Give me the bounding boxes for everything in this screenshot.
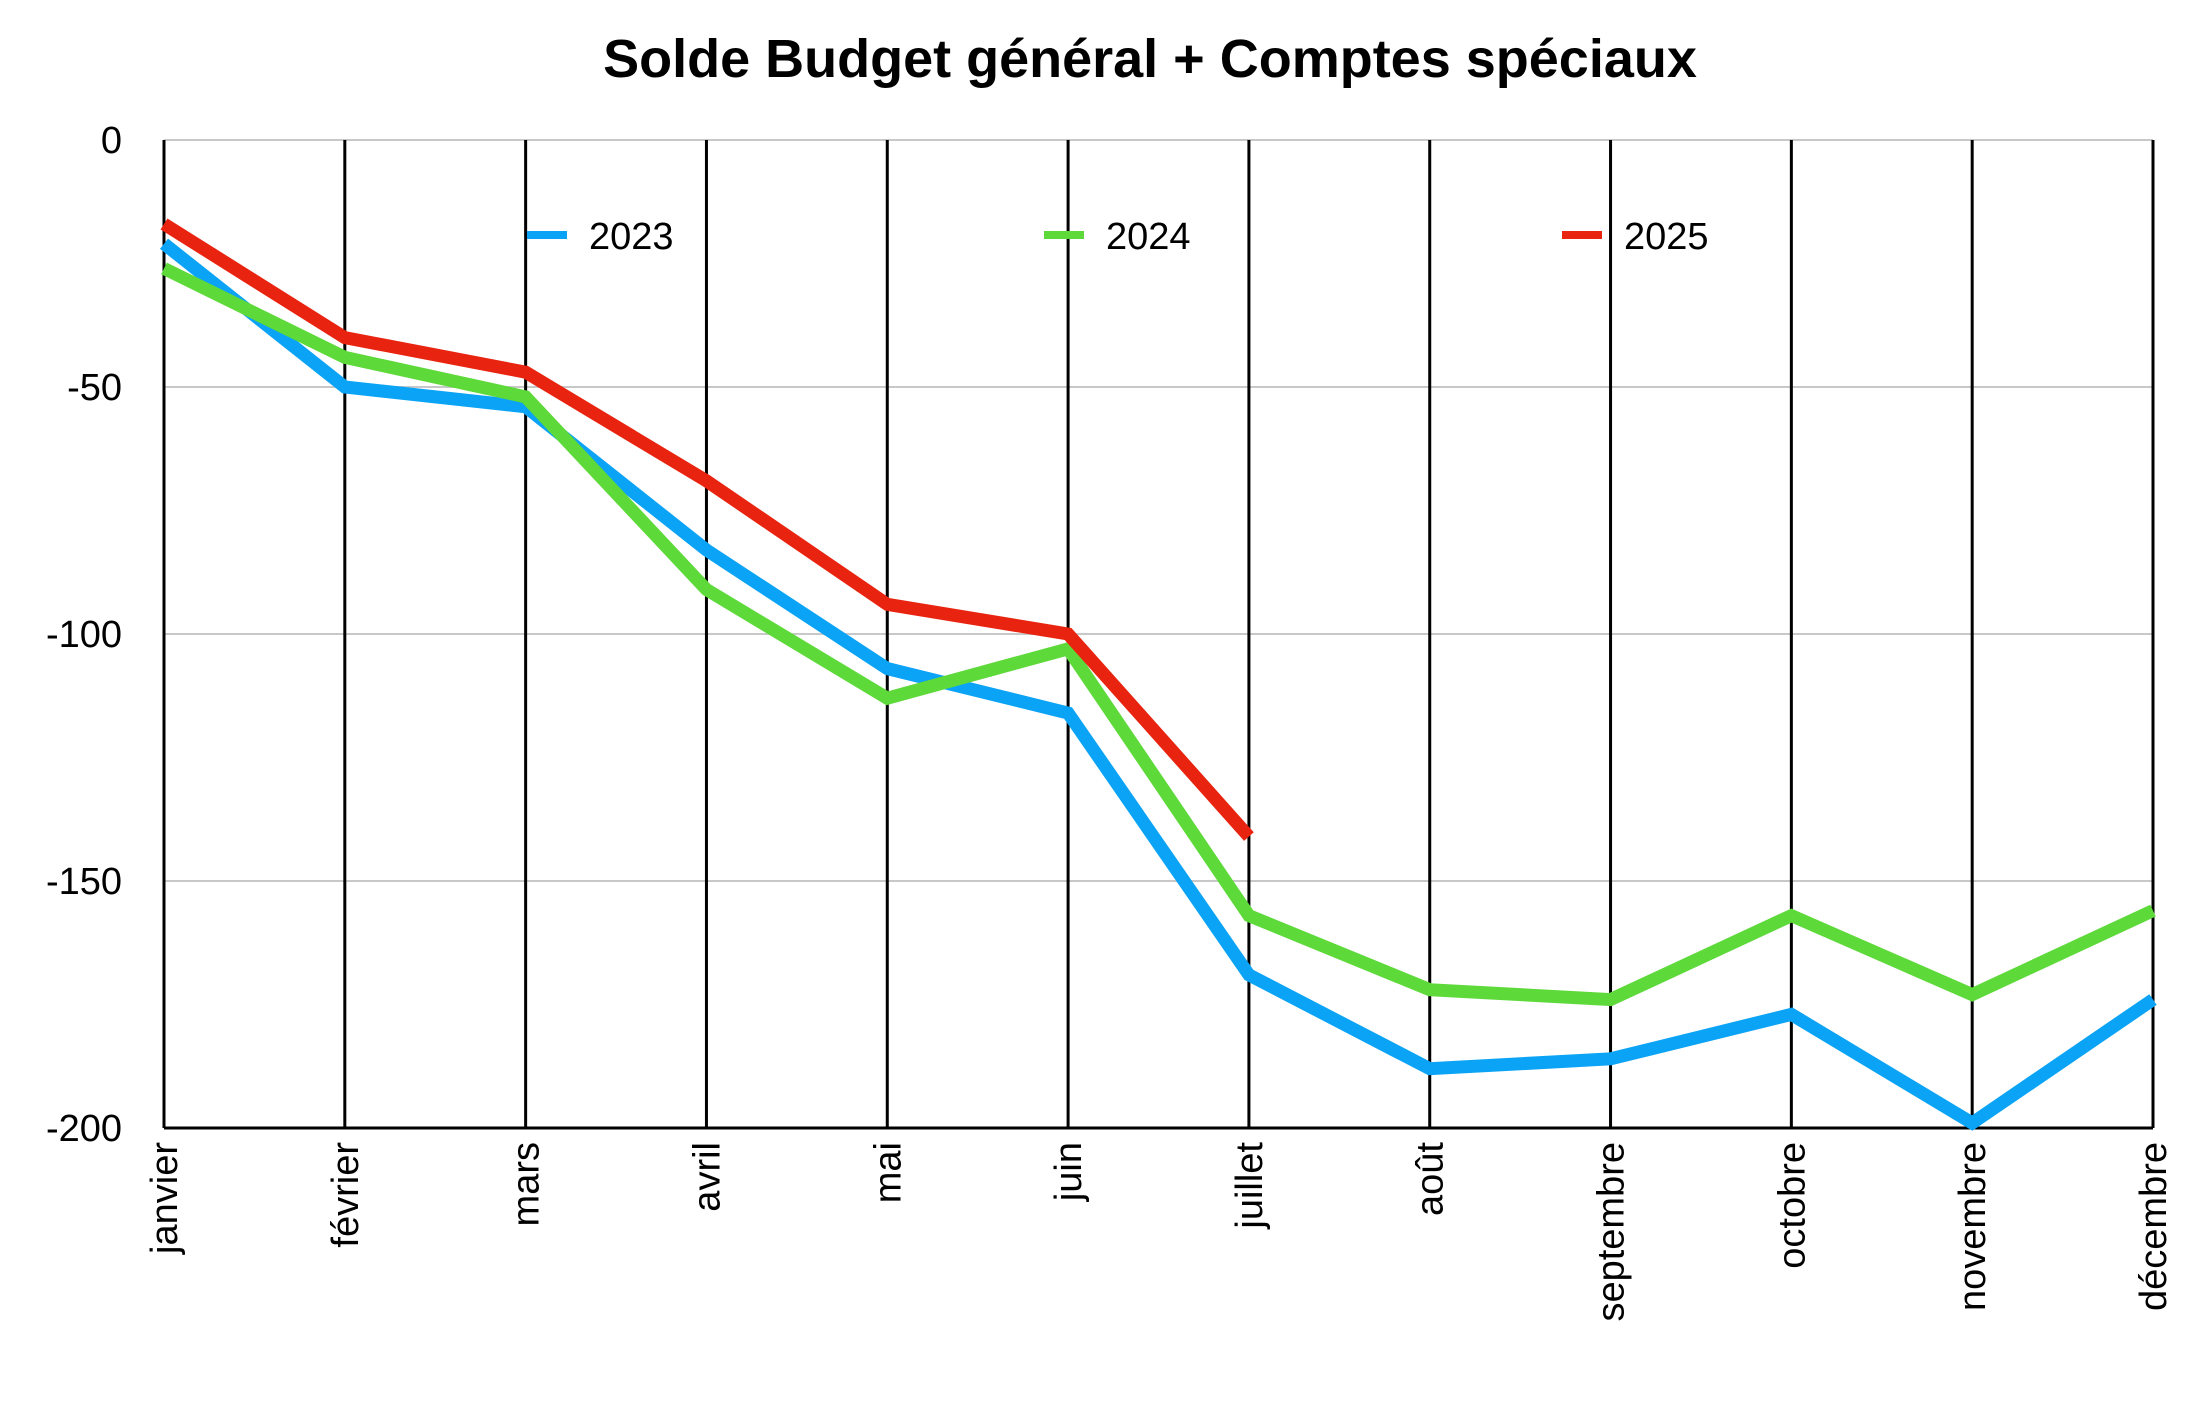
x-tick-label: décembre (2133, 1142, 2175, 1311)
series-line-2023 (159, 238, 2157, 1131)
y-tick-label: 0 (101, 120, 122, 162)
x-tick-label: juillet (1229, 1142, 1271, 1230)
y-tick-label: -50 (67, 367, 122, 409)
tick-labels: 0 -50 -100 -150 -200 janvier février mars avril m… (46, 120, 2175, 1322)
legend-item-2025: 2025 (1562, 216, 1709, 258)
x-tick-label: avril (686, 1142, 728, 1212)
legend-item-2024: 2024 (1044, 216, 1191, 258)
x-tick-label: août (1410, 1142, 1452, 1216)
legend-label: 2023 (589, 216, 674, 258)
x-tick-label: janvier (144, 1142, 186, 1255)
y-tick-label: -200 (46, 1108, 122, 1150)
grid-lines (162, 139, 2155, 1129)
x-tick-label: juin (1048, 1142, 1090, 1202)
x-tick-label: février (325, 1142, 367, 1248)
series-line-2024 (161, 262, 2156, 1007)
series-lines (159, 218, 2157, 1131)
chart-title: Solde Budget général + Comptes spéciaux (603, 29, 1697, 89)
legend-label: 2025 (1624, 216, 1709, 258)
legend: 2023 2024 2025 (527, 216, 1709, 258)
y-tick-label: -150 (46, 861, 122, 903)
x-tick-label: octobre (1771, 1142, 1813, 1269)
legend-label: 2024 (1106, 216, 1191, 258)
x-tick-label: mai (867, 1142, 909, 1203)
x-tick-label: mars (506, 1142, 548, 1226)
series-line-2025 (160, 218, 1254, 841)
y-tick-label: -100 (46, 614, 122, 656)
legend-item-2023: 2023 (527, 216, 674, 258)
axes (162, 140, 2153, 1130)
x-tick-label: septembre (1591, 1142, 1633, 1322)
x-tick-label: novembre (1952, 1142, 1994, 1311)
